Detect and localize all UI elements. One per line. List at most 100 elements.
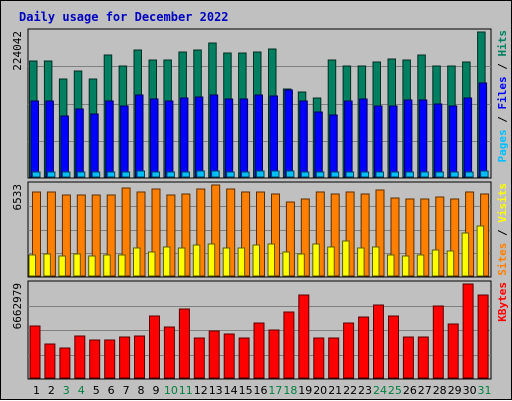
bar-sites-day-22 [345,191,355,277]
bar-sites-day-19 [300,198,310,277]
x-tick-label-day-24: 24 [373,384,387,397]
bar-kbytes-day-1 [29,325,41,379]
bar-visits-day-24 [372,246,380,277]
bar-pages-day-2 [46,171,56,178]
bar-pages-day-13 [211,170,220,178]
x-tick-label-day-10: 10 [164,384,178,397]
bar-visits-day-20 [312,243,320,277]
bar-kbytes-day-8 [134,335,145,379]
bar-kbytes-day-27 [417,336,429,379]
bar-sites-day-6 [106,194,116,277]
legend-entry: Pages [496,129,509,162]
x-tick-label-day-22: 22 [343,384,357,397]
bar-kbytes-day-23 [358,316,370,379]
x-tick-label-day-16: 16 [254,384,268,397]
bar-kbytes-day-6 [104,339,116,379]
bar-files-day-3 [60,115,69,178]
bar-pages-day-5 [91,171,101,178]
bar-sites-day-3 [61,194,71,277]
bar-files-day-15 [239,98,249,178]
x-tick-label-day-26: 26 [403,384,417,397]
bar-sites-day-21 [330,193,340,277]
bar-files-day-29 [448,105,458,178]
x-tick-label-day-11: 11 [179,384,193,397]
legend-entry: / [496,57,509,77]
bar-pages-day-24 [375,171,384,178]
bar-pages-day-15 [241,171,250,178]
bar-files-day-23 [359,98,368,178]
bar-files-day-19 [299,100,308,178]
legend-entry: / [496,223,509,243]
bar-pages-day-3 [61,171,71,178]
bar-files-day-21 [329,114,338,178]
y-tick-label: 6662979 [11,283,24,329]
bar-files-day-24 [374,105,383,178]
bar-sites-day-24 [375,189,385,277]
bar-sites-day-10 [166,194,176,277]
panel-legend: KBytes [496,282,509,322]
bar-visits-day-30 [461,232,470,277]
bar-files-day-8 [135,94,144,178]
bar-files-day-22 [344,100,353,178]
bar-visits-day-9 [148,251,156,277]
panel-legend: Sites / Visits [496,183,509,276]
x-tick-label-day-8: 8 [138,384,145,397]
x-tick-label-day-13: 13 [209,384,223,397]
bar-visits-day-6 [103,254,111,277]
bar-visits-day-19 [297,253,305,277]
bar-pages-day-25 [390,171,399,178]
bar-files-day-18 [284,89,293,178]
bar-kbytes-day-5 [89,339,101,379]
bar-kbytes-day-14 [223,333,235,379]
bar-visits-day-14 [222,247,231,277]
x-tick-label-day-30: 30 [463,384,477,397]
bar-sites-day-8 [136,191,146,277]
bar-sites-day-23 [360,193,370,277]
bar-visits-day-29 [446,250,455,277]
bar-pages-day-8 [136,170,145,178]
bar-pages-day-6 [106,171,116,178]
bar-files-day-6 [105,100,114,178]
bar-sites-day-9 [151,188,161,277]
bar-visits-day-10 [162,246,171,277]
bar-visits-day-27 [416,254,425,277]
bar-files-day-28 [433,103,443,178]
bar-pages-day-4 [76,171,86,178]
x-tick-label-day-6: 6 [108,384,115,397]
bar-visits-day-16 [252,244,260,277]
bar-pages-day-11 [181,171,190,178]
bar-pages-day-21 [330,171,340,178]
bar-kbytes-day-24 [373,304,384,379]
chart-panels: 224042 Pages / Files / Hits 6533 Sites / Vi… [11,28,509,380]
panel-hits-files-pages: 224042 Pages / Files / Hits [11,28,509,179]
bar-visits-day-1 [28,254,36,277]
bar-visits-day-26 [401,255,410,277]
bar-kbytes-day-30 [462,283,474,379]
bar-visits-day-11 [177,247,186,277]
bar-kbytes-day-7 [119,336,131,379]
bar-visits-day-18 [282,251,290,277]
x-tick-label-day-17: 17 [268,384,282,397]
x-tick-label-day-29: 29 [448,384,462,397]
bar-sites-day-7 [121,187,131,277]
x-tick-label-day-28: 28 [433,384,447,397]
bar-visits-day-25 [387,254,395,277]
bar-files-day-10 [164,100,174,178]
x-tick-label-day-31: 31 [478,384,492,397]
legend-entry: / [496,110,509,130]
bar-visits-day-2 [43,253,51,277]
bar-sites-day-27 [420,198,430,277]
bar-files-day-11 [179,97,189,178]
bar-kbytes-day-3 [59,347,71,379]
bar-pages-day-14 [226,171,235,178]
bar-sites-day-20 [315,191,325,277]
bar-kbytes-day-9 [149,315,160,379]
x-tick-label-day-18: 18 [283,384,297,397]
bar-files-day-20 [314,111,323,178]
bar-kbytes-day-2 [44,343,56,379]
bar-visits-day-15 [237,247,246,277]
bar-visits-day-7 [118,254,126,277]
bar-kbytes-day-16 [253,322,265,379]
